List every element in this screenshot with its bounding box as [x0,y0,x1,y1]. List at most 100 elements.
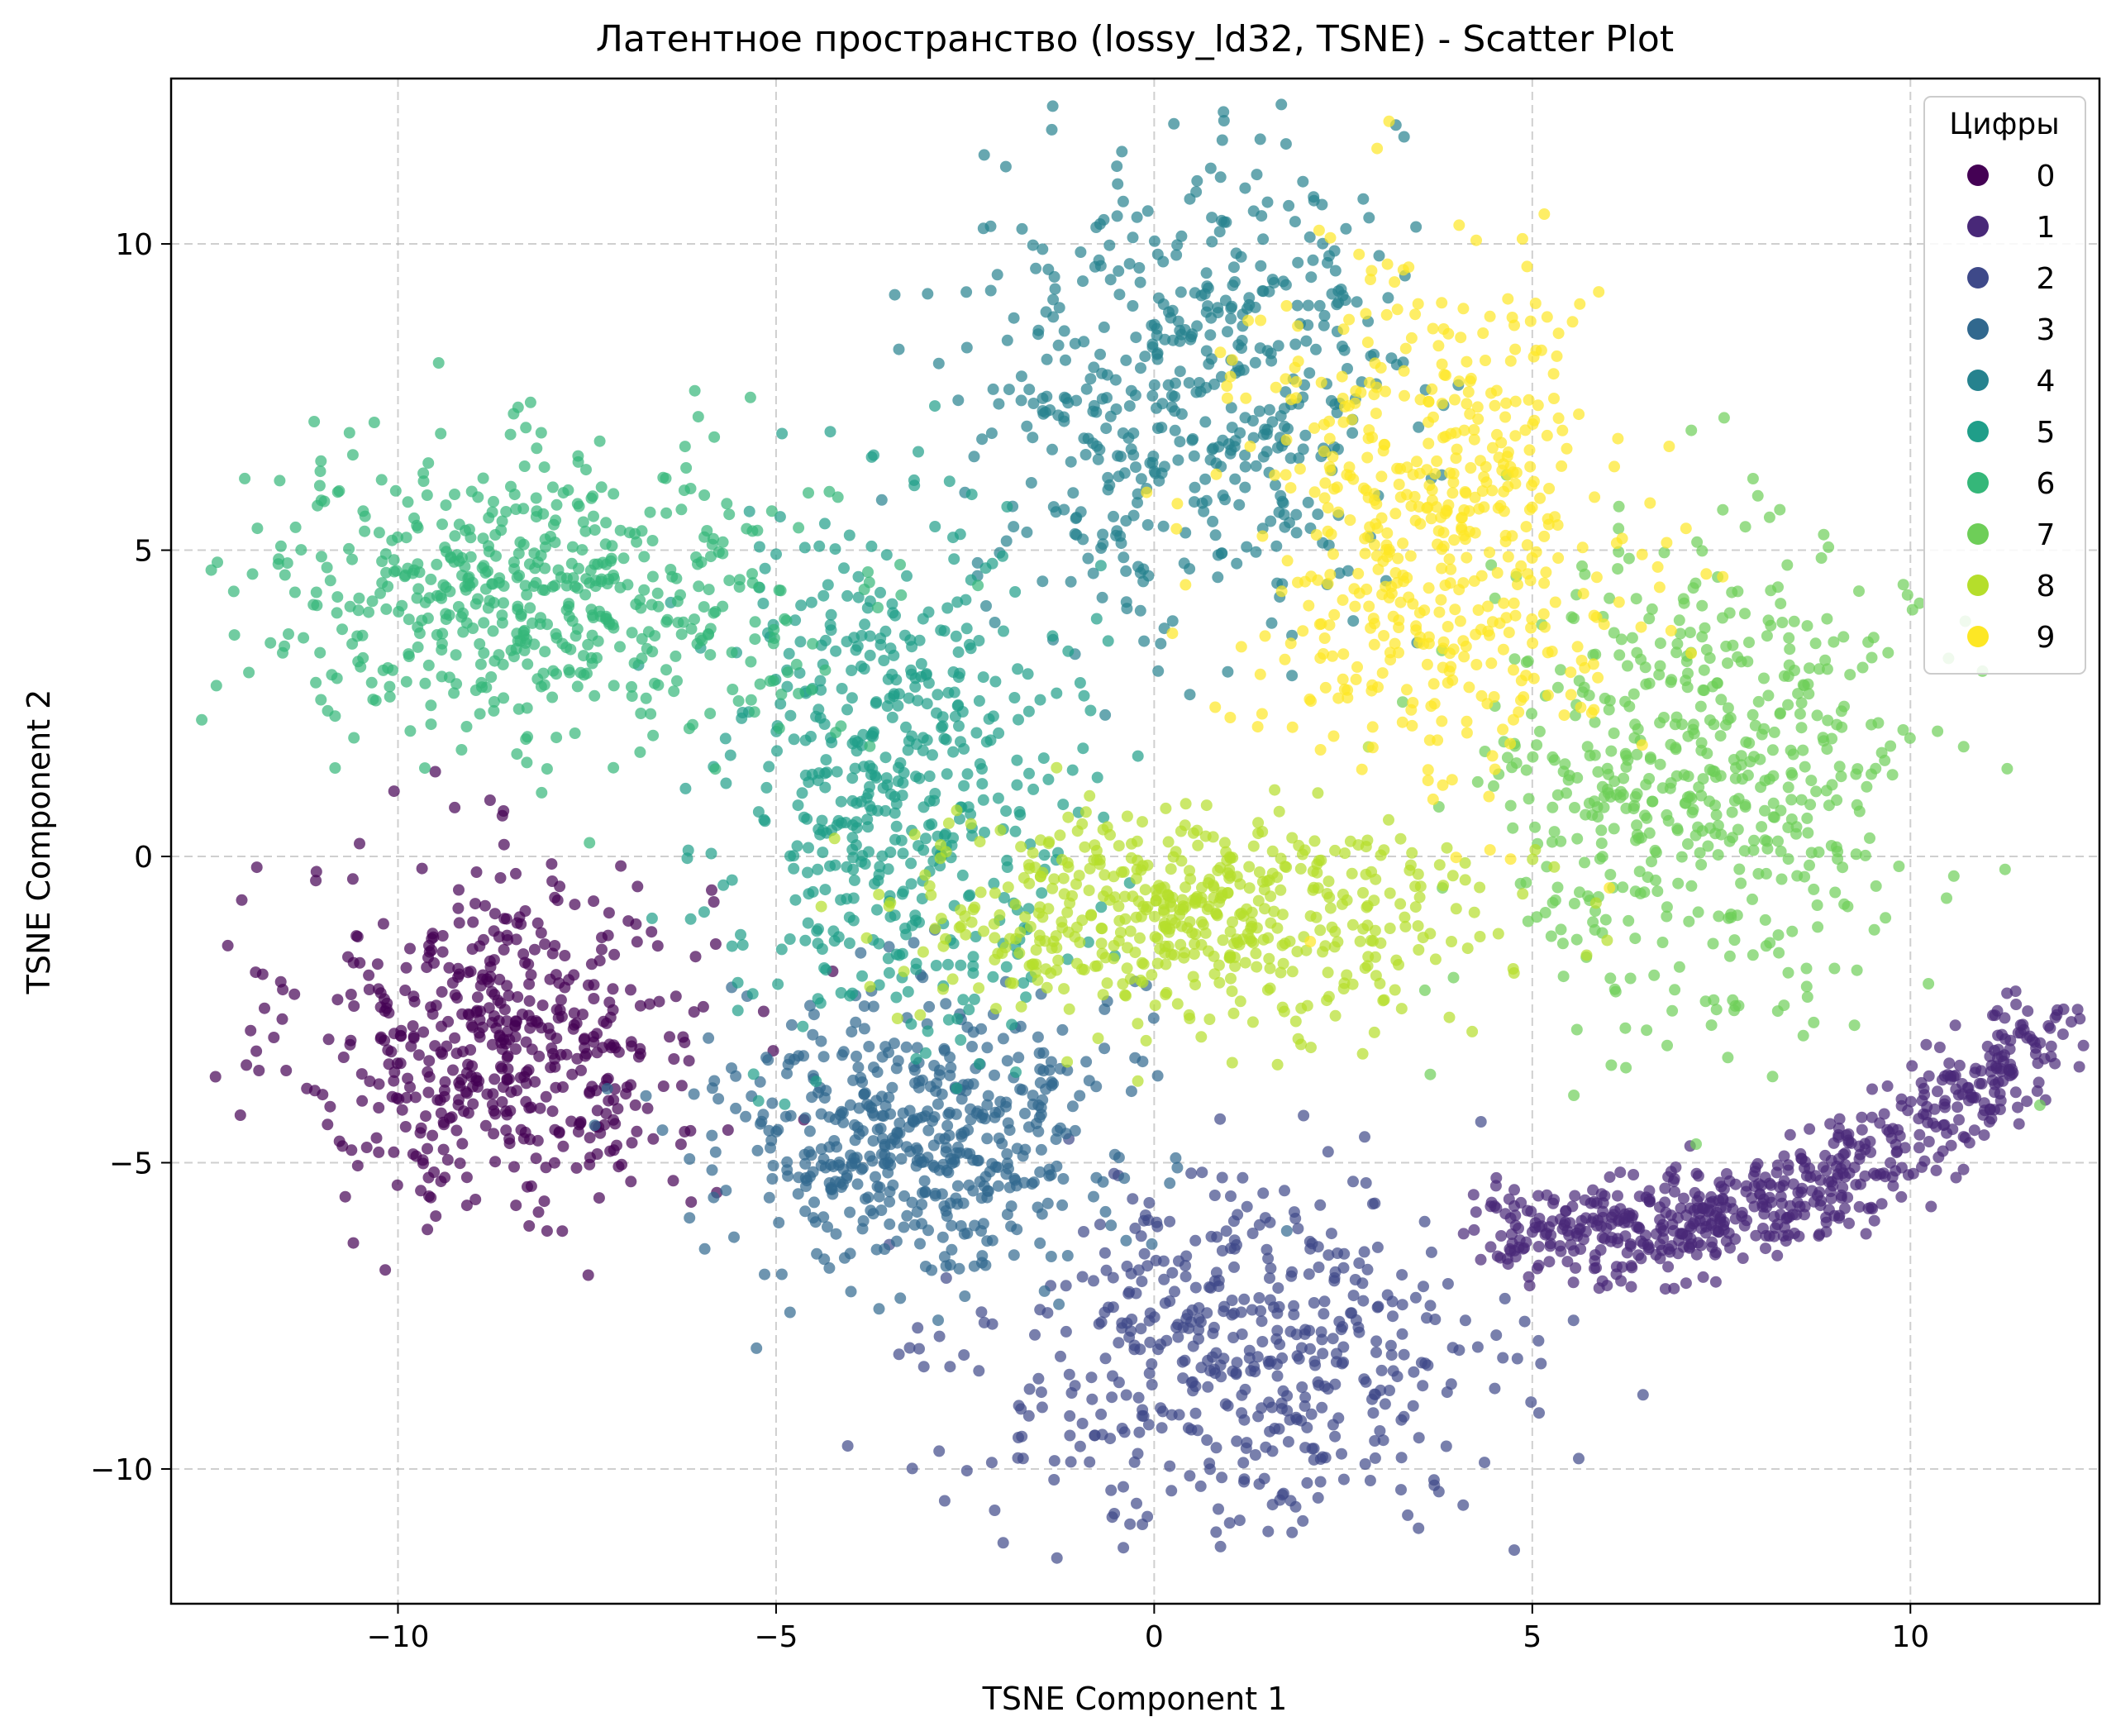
data-point [357,505,369,517]
data-point [379,1264,392,1276]
data-point [1118,1426,1131,1438]
data-point [1027,398,1040,409]
data-point [1555,923,1567,936]
data-point [538,1195,550,1208]
data-point [1763,511,1775,523]
data-point [921,698,933,710]
data-point [1212,865,1224,876]
data-point [1166,1266,1179,1279]
data-point [1712,849,1724,861]
data-point [1628,1169,1640,1180]
data-point [874,1181,886,1194]
data-point [908,1219,921,1231]
data-point [1312,1376,1324,1388]
data-point [908,828,921,841]
data-point [723,508,736,521]
data-point [1925,1200,1937,1213]
data-point [1001,1148,1013,1160]
data-point [1641,1024,1653,1037]
data-point [822,579,834,591]
data-point [1363,212,1375,224]
data-point [625,1079,637,1091]
data-point [331,607,343,619]
data-point [1352,567,1365,579]
data-point [400,961,412,974]
data-point [1489,1180,1502,1192]
data-point [1222,326,1233,338]
data-point [1322,539,1335,551]
data-point [364,1075,376,1087]
data-point [776,427,789,440]
data-point [1390,954,1403,966]
data-point [1504,799,1517,812]
data-point [1608,775,1621,788]
data-point [425,718,437,731]
data-point [1771,1219,1784,1231]
data-point [329,710,341,723]
data-point [500,506,512,517]
data-point [1095,1316,1108,1328]
data-point [1037,575,1049,588]
data-point [453,968,465,980]
data-point [515,918,527,930]
data-point [1651,560,1664,573]
data-point [1758,672,1770,684]
data-point [1738,1219,1751,1232]
data-point [886,598,898,610]
data-point [792,799,804,812]
data-point [820,754,832,766]
data-point [1132,750,1144,762]
data-point [779,1098,791,1110]
data-point [1369,1452,1381,1464]
data-point [1595,837,1608,850]
data-point [469,898,481,910]
data-point [1005,1220,1017,1233]
data-point [1022,1409,1035,1422]
data-point [1155,637,1167,650]
data-point [1103,479,1116,491]
data-point [1036,887,1048,899]
data-point [1782,1229,1794,1242]
data-point [1706,1241,1718,1253]
data-point [1497,1352,1509,1364]
data-point [1210,1526,1222,1538]
data-point [620,1088,632,1100]
data-point [1305,1408,1318,1420]
data-point [1011,1142,1023,1155]
data-point [550,668,562,680]
data-point [1042,263,1055,275]
data-point [887,1179,899,1191]
data-point [1239,956,1251,969]
data-point [871,1123,884,1136]
data-point [1132,488,1144,500]
data-point [1332,297,1345,309]
data-point [599,538,612,551]
data-point [980,600,992,612]
data-point [740,1110,752,1123]
data-point [351,931,364,943]
data-point [423,1071,436,1083]
data-point [1214,171,1227,184]
data-point [867,1000,879,1013]
data-point [1084,789,1096,802]
data-point [1795,722,1808,734]
data-point [474,940,486,952]
data-point [1253,1219,1265,1231]
data-point [2031,1085,2043,1097]
data-point [1127,509,1140,522]
data-point [751,1342,763,1354]
data-point [1398,131,1410,143]
data-point [1030,262,1042,274]
data-point [1134,604,1146,617]
data-point [976,1257,988,1269]
data-point [1088,1190,1099,1203]
data-point [1576,560,1588,572]
data-point [1015,370,1027,383]
data-point [653,995,665,1008]
data-point [962,1124,975,1136]
data-point [1823,799,1835,812]
data-point [901,1209,913,1222]
data-point [1736,773,1748,785]
data-point [1821,613,1833,625]
